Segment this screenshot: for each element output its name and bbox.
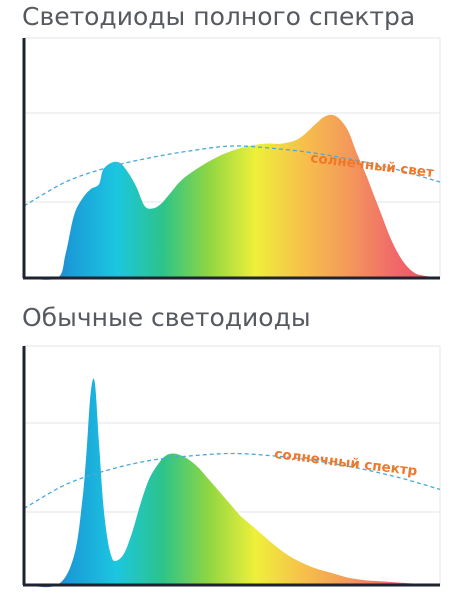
chart-title-full-spectrum: Светодиоды полного спектра <box>22 2 416 31</box>
chart-title-regular-leds: Обычные светодиоды <box>22 303 311 332</box>
sun-curve-label: солнечный спектр <box>274 446 419 479</box>
spectrum-area <box>24 378 440 588</box>
sun-reference-curve <box>23 452 441 510</box>
spectrum-area <box>24 114 440 280</box>
sun-reference-curve <box>23 145 441 207</box>
